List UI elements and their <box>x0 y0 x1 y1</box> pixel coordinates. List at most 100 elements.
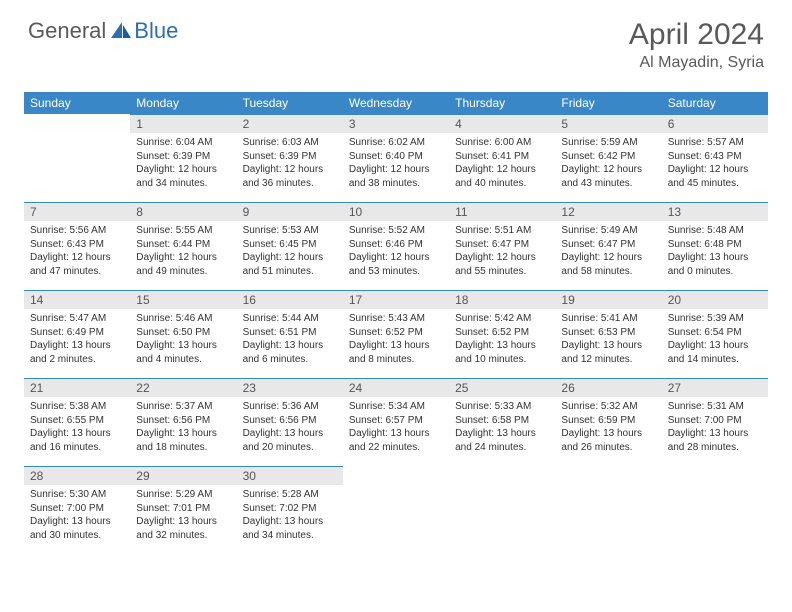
day-details: Sunrise: 5:28 AMSunset: 7:02 PMDaylight:… <box>237 485 343 546</box>
calendar-cell: 19Sunrise: 5:41 AMSunset: 6:53 PMDayligh… <box>555 290 661 378</box>
day-number: 15 <box>130 290 236 309</box>
day-number: 24 <box>343 378 449 397</box>
calendar-cell: 9Sunrise: 5:53 AMSunset: 6:45 PMDaylight… <box>237 202 343 290</box>
calendar-cell-empty <box>555 466 661 554</box>
page-title: April 2024 <box>629 18 764 52</box>
day-number: 10 <box>343 202 449 221</box>
weekday-header: Sunday <box>24 92 130 114</box>
day-details: Sunrise: 5:55 AMSunset: 6:44 PMDaylight:… <box>130 221 236 282</box>
day-details: Sunrise: 6:00 AMSunset: 6:41 PMDaylight:… <box>449 133 555 194</box>
day-details: Sunrise: 5:53 AMSunset: 6:45 PMDaylight:… <box>237 221 343 282</box>
day-number: 23 <box>237 378 343 397</box>
calendar-table: SundayMondayTuesdayWednesdayThursdayFrid… <box>24 92 768 554</box>
day-number: 11 <box>449 202 555 221</box>
day-number: 5 <box>555 114 661 133</box>
day-details: Sunrise: 5:49 AMSunset: 6:47 PMDaylight:… <box>555 221 661 282</box>
calendar-cell: 5Sunrise: 5:59 AMSunset: 6:42 PMDaylight… <box>555 114 661 202</box>
day-details: Sunrise: 5:59 AMSunset: 6:42 PMDaylight:… <box>555 133 661 194</box>
day-number: 4 <box>449 114 555 133</box>
calendar-cell: 18Sunrise: 5:42 AMSunset: 6:52 PMDayligh… <box>449 290 555 378</box>
day-number: 27 <box>662 378 768 397</box>
calendar-cell: 15Sunrise: 5:46 AMSunset: 6:50 PMDayligh… <box>130 290 236 378</box>
day-number: 30 <box>237 466 343 485</box>
day-details: Sunrise: 5:29 AMSunset: 7:01 PMDaylight:… <box>130 485 236 546</box>
day-details: Sunrise: 5:32 AMSunset: 6:59 PMDaylight:… <box>555 397 661 458</box>
day-number: 3 <box>343 114 449 133</box>
calendar-cell: 6Sunrise: 5:57 AMSunset: 6:43 PMDaylight… <box>662 114 768 202</box>
day-details: Sunrise: 5:33 AMSunset: 6:58 PMDaylight:… <box>449 397 555 458</box>
calendar-cell: 2Sunrise: 6:03 AMSunset: 6:39 PMDaylight… <box>237 114 343 202</box>
calendar-cell: 7Sunrise: 5:56 AMSunset: 6:43 PMDaylight… <box>24 202 130 290</box>
day-number: 6 <box>662 114 768 133</box>
day-details: Sunrise: 5:48 AMSunset: 6:48 PMDaylight:… <box>662 221 768 282</box>
logo-text-general: General <box>28 18 106 44</box>
day-number: 20 <box>662 290 768 309</box>
day-details: Sunrise: 6:02 AMSunset: 6:40 PMDaylight:… <box>343 133 449 194</box>
weekday-header-row: SundayMondayTuesdayWednesdayThursdayFrid… <box>24 92 768 114</box>
day-details: Sunrise: 5:38 AMSunset: 6:55 PMDaylight:… <box>24 397 130 458</box>
day-details: Sunrise: 5:31 AMSunset: 7:00 PMDaylight:… <box>662 397 768 458</box>
day-details: Sunrise: 5:30 AMSunset: 7:00 PMDaylight:… <box>24 485 130 546</box>
calendar-cell: 29Sunrise: 5:29 AMSunset: 7:01 PMDayligh… <box>130 466 236 554</box>
calendar-cell-empty <box>24 114 130 202</box>
calendar-row: 28Sunrise: 5:30 AMSunset: 7:00 PMDayligh… <box>24 466 768 554</box>
calendar-body: 1Sunrise: 6:04 AMSunset: 6:39 PMDaylight… <box>24 114 768 554</box>
calendar-cell: 11Sunrise: 5:51 AMSunset: 6:47 PMDayligh… <box>449 202 555 290</box>
day-number: 29 <box>130 466 236 485</box>
day-details: Sunrise: 6:03 AMSunset: 6:39 PMDaylight:… <box>237 133 343 194</box>
day-number: 8 <box>130 202 236 221</box>
day-number: 18 <box>449 290 555 309</box>
calendar-cell: 12Sunrise: 5:49 AMSunset: 6:47 PMDayligh… <box>555 202 661 290</box>
day-details: Sunrise: 5:47 AMSunset: 6:49 PMDaylight:… <box>24 309 130 370</box>
day-number: 28 <box>24 466 130 485</box>
calendar-cell: 30Sunrise: 5:28 AMSunset: 7:02 PMDayligh… <box>237 466 343 554</box>
calendar-cell: 17Sunrise: 5:43 AMSunset: 6:52 PMDayligh… <box>343 290 449 378</box>
day-number: 25 <box>449 378 555 397</box>
logo-sail-icon <box>110 21 132 44</box>
calendar-row: 21Sunrise: 5:38 AMSunset: 6:55 PMDayligh… <box>24 378 768 466</box>
day-number: 21 <box>24 378 130 397</box>
calendar-cell-empty <box>449 466 555 554</box>
calendar-cell: 27Sunrise: 5:31 AMSunset: 7:00 PMDayligh… <box>662 378 768 466</box>
weekday-header: Tuesday <box>237 92 343 114</box>
calendar-cell: 21Sunrise: 5:38 AMSunset: 6:55 PMDayligh… <box>24 378 130 466</box>
day-number: 14 <box>24 290 130 309</box>
day-details: Sunrise: 5:52 AMSunset: 6:46 PMDaylight:… <box>343 221 449 282</box>
day-number: 1 <box>130 114 236 133</box>
calendar-cell: 25Sunrise: 5:33 AMSunset: 6:58 PMDayligh… <box>449 378 555 466</box>
day-details: Sunrise: 6:04 AMSunset: 6:39 PMDaylight:… <box>130 133 236 194</box>
day-details: Sunrise: 5:37 AMSunset: 6:56 PMDaylight:… <box>130 397 236 458</box>
calendar-cell: 1Sunrise: 6:04 AMSunset: 6:39 PMDaylight… <box>130 114 236 202</box>
weekday-header: Wednesday <box>343 92 449 114</box>
calendar-cell: 16Sunrise: 5:44 AMSunset: 6:51 PMDayligh… <box>237 290 343 378</box>
day-details: Sunrise: 5:34 AMSunset: 6:57 PMDaylight:… <box>343 397 449 458</box>
day-number: 19 <box>555 290 661 309</box>
day-number: 13 <box>662 202 768 221</box>
calendar-cell: 4Sunrise: 6:00 AMSunset: 6:41 PMDaylight… <box>449 114 555 202</box>
weekday-header: Friday <box>555 92 661 114</box>
day-number: 2 <box>237 114 343 133</box>
day-number: 9 <box>237 202 343 221</box>
calendar-row: 7Sunrise: 5:56 AMSunset: 6:43 PMDaylight… <box>24 202 768 290</box>
calendar-row: 1Sunrise: 6:04 AMSunset: 6:39 PMDaylight… <box>24 114 768 202</box>
day-number: 16 <box>237 290 343 309</box>
day-number: 26 <box>555 378 661 397</box>
calendar-cell-empty <box>662 466 768 554</box>
weekday-header: Monday <box>130 92 236 114</box>
calendar-cell: 28Sunrise: 5:30 AMSunset: 7:00 PMDayligh… <box>24 466 130 554</box>
day-number: 12 <box>555 202 661 221</box>
calendar-cell: 23Sunrise: 5:36 AMSunset: 6:56 PMDayligh… <box>237 378 343 466</box>
header: General Blue April 2024 Al Mayadin, Syri… <box>0 0 792 80</box>
calendar-cell-empty <box>343 466 449 554</box>
calendar-cell: 13Sunrise: 5:48 AMSunset: 6:48 PMDayligh… <box>662 202 768 290</box>
logo: General Blue <box>28 18 178 44</box>
day-details: Sunrise: 5:41 AMSunset: 6:53 PMDaylight:… <box>555 309 661 370</box>
weekday-header: Saturday <box>662 92 768 114</box>
weekday-header: Thursday <box>449 92 555 114</box>
day-details: Sunrise: 5:44 AMSunset: 6:51 PMDaylight:… <box>237 309 343 370</box>
calendar-cell: 10Sunrise: 5:52 AMSunset: 6:46 PMDayligh… <box>343 202 449 290</box>
day-details: Sunrise: 5:39 AMSunset: 6:54 PMDaylight:… <box>662 309 768 370</box>
calendar-cell: 24Sunrise: 5:34 AMSunset: 6:57 PMDayligh… <box>343 378 449 466</box>
day-details: Sunrise: 5:56 AMSunset: 6:43 PMDaylight:… <box>24 221 130 282</box>
day-details: Sunrise: 5:42 AMSunset: 6:52 PMDaylight:… <box>449 309 555 370</box>
